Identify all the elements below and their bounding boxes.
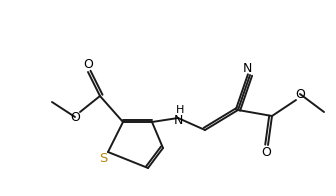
Text: O: O (70, 111, 80, 123)
Text: H: H (176, 105, 184, 115)
Text: O: O (295, 87, 305, 101)
Text: O: O (83, 58, 93, 72)
Text: N: N (242, 62, 252, 74)
Text: S: S (99, 152, 107, 165)
Text: N: N (173, 113, 183, 126)
Text: O: O (261, 145, 271, 159)
